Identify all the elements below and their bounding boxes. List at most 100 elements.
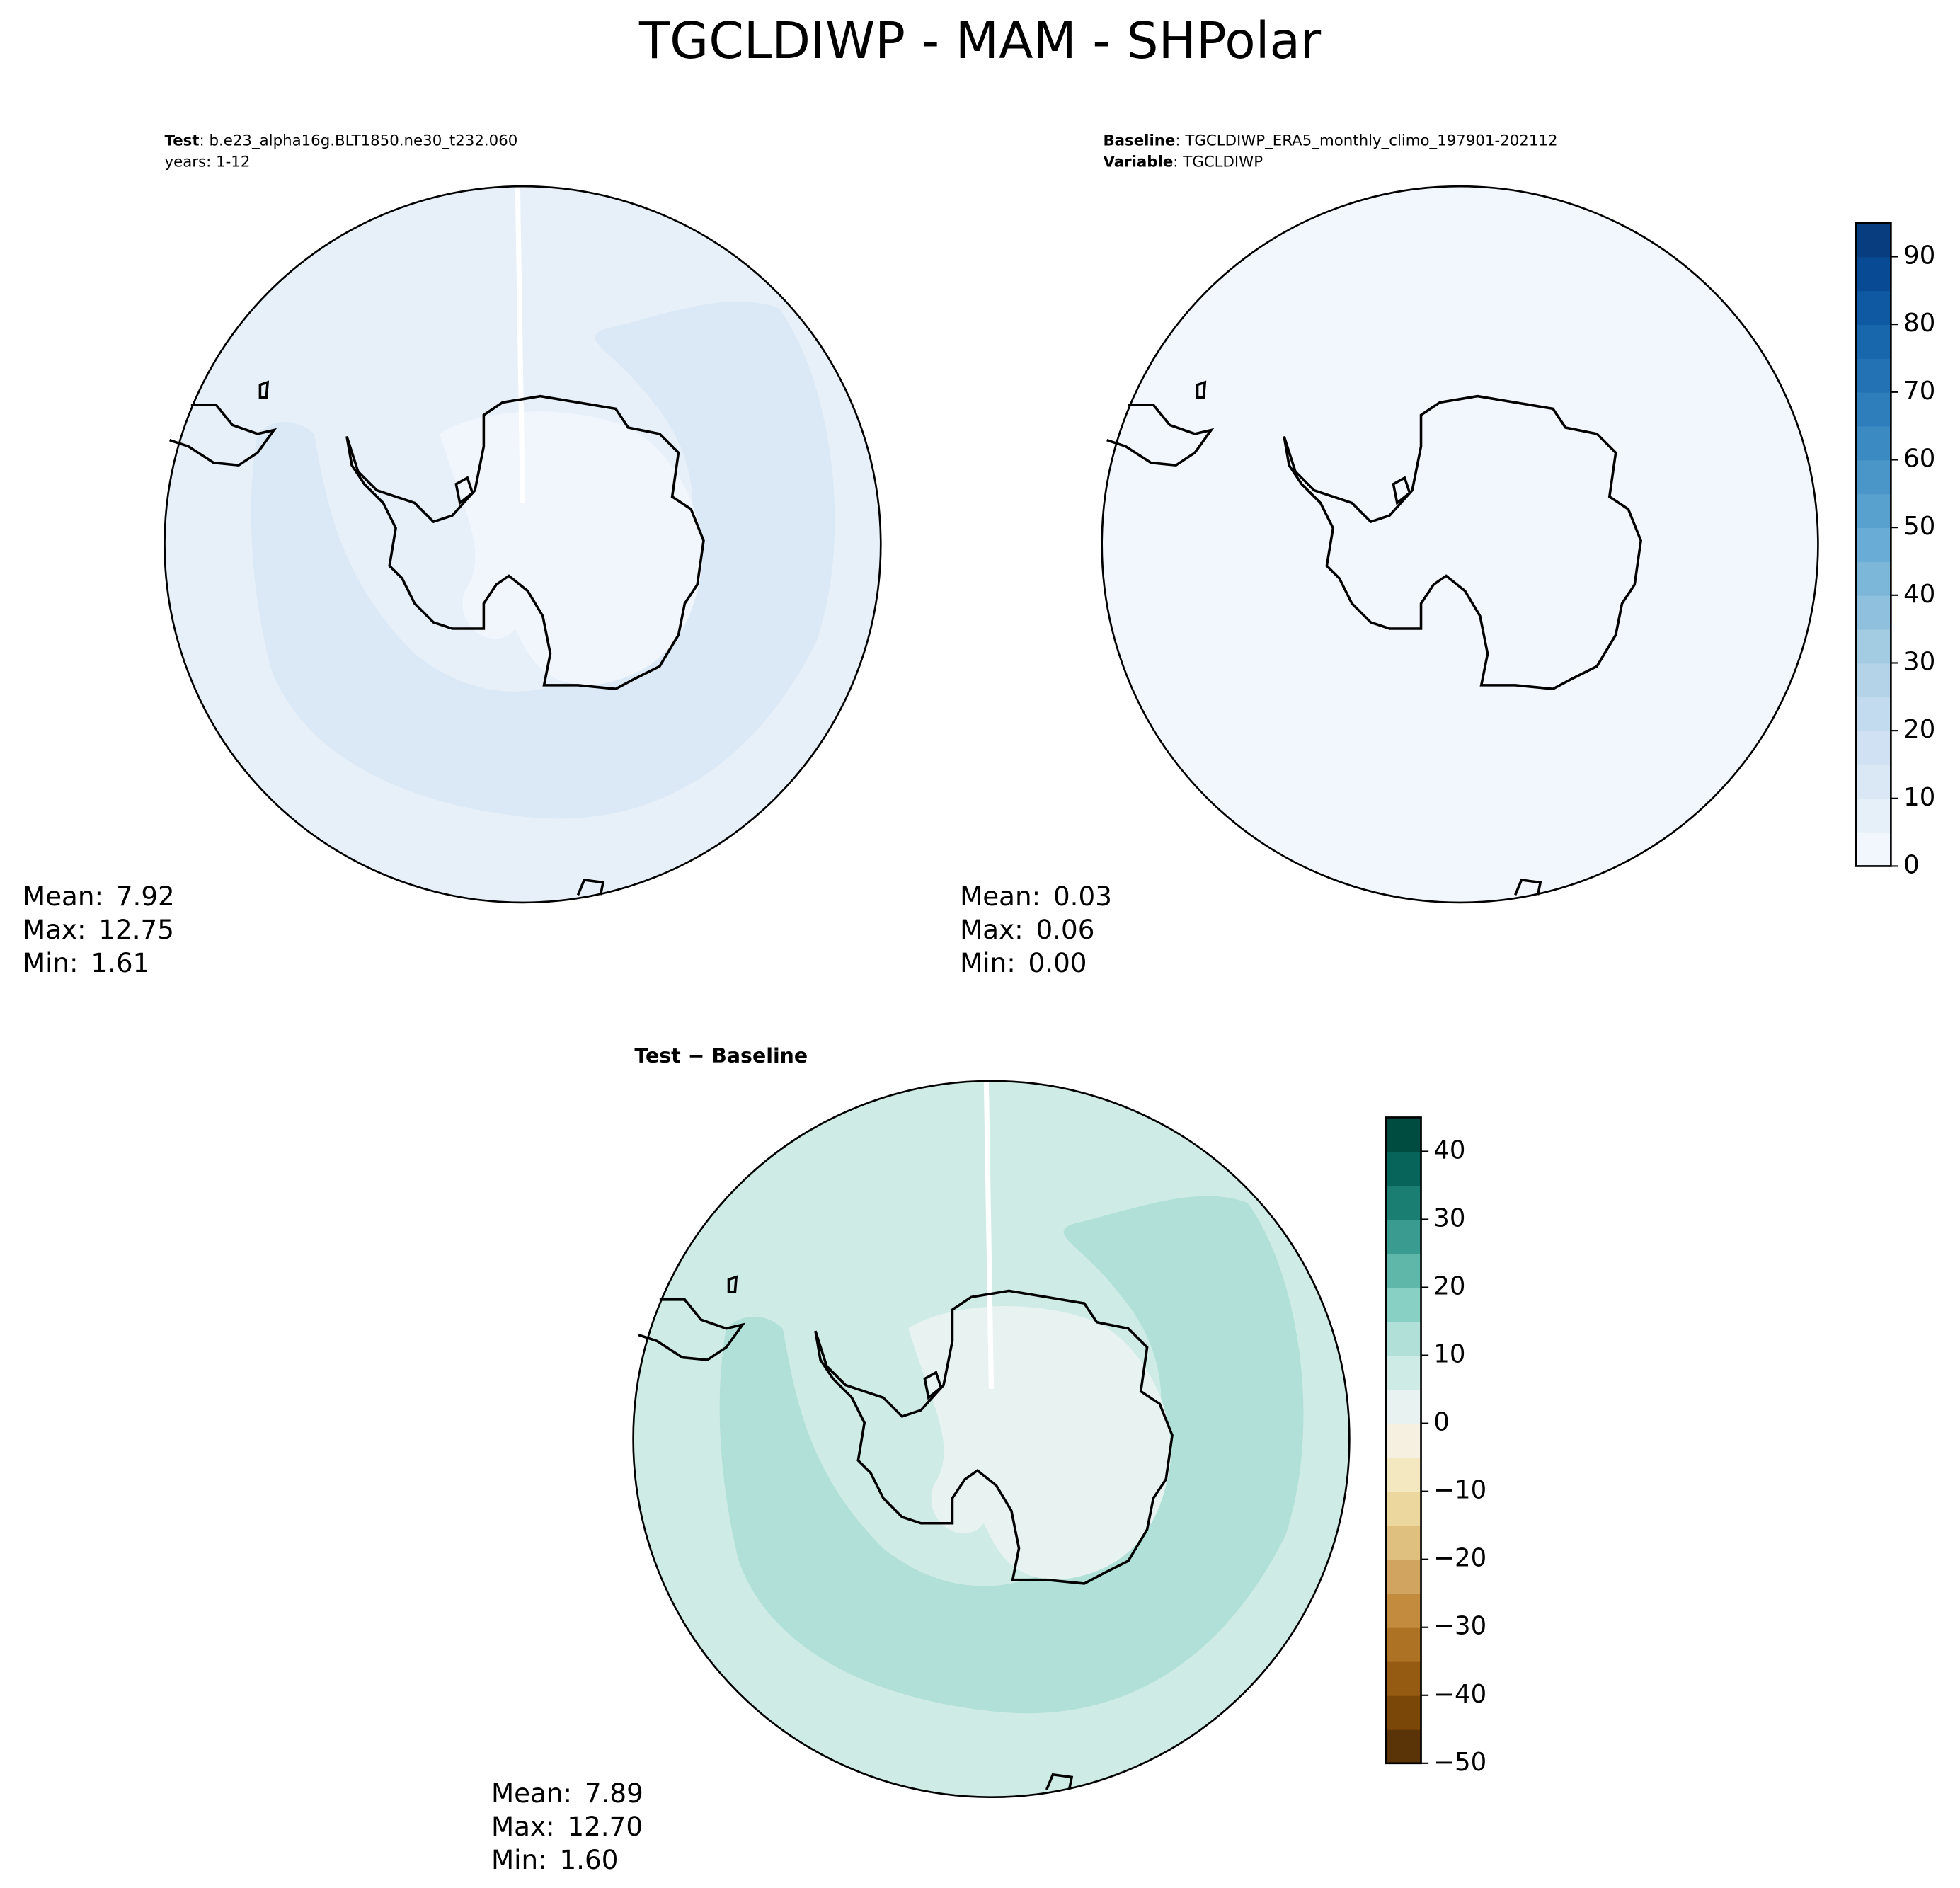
stat: Mean: 7.89 [491, 1778, 643, 1809]
stat: Mean: 7.92 [23, 880, 175, 911]
stat: Min: 0.00 [960, 946, 1087, 978]
colorbar-frame [1385, 1116, 1422, 1765]
colorbar-band [1855, 832, 1891, 867]
stat-value: 12.75 [98, 913, 174, 944]
stat-value: 7.89 [585, 1778, 643, 1809]
stat-label: Max: [491, 1811, 555, 1842]
stat-value: 0.06 [1036, 913, 1094, 944]
colorbar-band [1855, 425, 1891, 461]
stat-value: 0.00 [1028, 946, 1087, 978]
header-label: Baseline [1103, 132, 1175, 149]
colorbar-band [1385, 1729, 1421, 1764]
colorbar-band [1385, 1219, 1421, 1254]
colorbar-tick-label: 40 [1433, 1135, 1465, 1165]
colorbar-band [1385, 1695, 1421, 1730]
colorbar-band [1385, 1321, 1421, 1356]
stat-label: Max: [23, 913, 86, 944]
colorbar-tick-label: −50 [1433, 1748, 1486, 1777]
colorbar-band [1855, 595, 1891, 630]
panel-header: years: 1-12 [165, 153, 251, 171]
colorbar-band [1855, 222, 1891, 258]
figure-title: TGCLDIWP - MAM - SHPolar [638, 11, 1322, 70]
colorbar-band [1855, 324, 1891, 359]
header-label: Test [165, 132, 200, 149]
colorbar-tick-label: −40 [1433, 1680, 1486, 1709]
map-baseline [1101, 185, 1819, 904]
colorbar-band [1385, 1287, 1421, 1322]
colorbar-tick-label: 30 [1433, 1204, 1465, 1233]
colorbar-tick-label: 0 [1903, 850, 1920, 879]
header-label: Variable [1103, 153, 1173, 171]
colorbar-band [1855, 798, 1891, 833]
map-test [164, 185, 882, 904]
colorbar-band [1855, 663, 1891, 698]
colorbar-tick-label: 60 [1903, 444, 1935, 473]
colorbar-band [1855, 391, 1891, 427]
stat: Min: 1.61 [23, 946, 149, 978]
colorbar-tick-label: 10 [1433, 1340, 1465, 1369]
colorbar-tick-label: 20 [1433, 1272, 1465, 1301]
stat: Max: 12.70 [491, 1811, 643, 1842]
colorbar-tick-label: −30 [1433, 1612, 1486, 1641]
colorbar-band [1855, 256, 1891, 292]
colorbar-tick-label: 80 [1903, 309, 1935, 338]
panel-header: Baseline: TGCLDIWP_ERA5_monthly_climo_19… [1103, 132, 1557, 149]
stat-label: Min: [960, 946, 1016, 978]
colorbar-tick-label: 70 [1903, 377, 1935, 406]
stat: Mean: 0.03 [960, 880, 1112, 911]
colorbar-tick-label: 30 [1903, 647, 1935, 676]
colorbar-band [1385, 1253, 1421, 1288]
stat-label: Max: [960, 913, 1024, 944]
stat: Max: 12.75 [23, 913, 174, 944]
colorbar-tick-label: 0 [1433, 1408, 1450, 1437]
colorbar-band [1855, 290, 1891, 326]
colorbar-band [1855, 764, 1891, 799]
colorbar-band [1385, 1491, 1421, 1526]
stat-label: Min: [491, 1844, 547, 1875]
colorbar-band [1855, 731, 1891, 765]
stat-label: Mean: [23, 880, 103, 911]
stat-value: 1.60 [559, 1844, 618, 1875]
panel-header: Test: b.e23_alpha16g.BLT1850.ne30_t232.0… [165, 132, 518, 149]
colorbar-tick-label: 90 [1903, 241, 1935, 270]
colorbar-band [1385, 1525, 1421, 1560]
map-difference [632, 1080, 1351, 1799]
colorbar-band [1855, 697, 1891, 732]
header-text: : b.e23_alpha16g.BLT1850.ne30_t232.060 [200, 132, 518, 149]
panel-header: Variable: TGCLDIWP [1103, 153, 1263, 171]
colorbar-band [1385, 1423, 1421, 1458]
colorbar-tick-label: −10 [1433, 1476, 1486, 1505]
title-text: − Baseline [681, 1044, 808, 1068]
header-text: : TGCLDIWP_ERA5_monthly_climo_197901-202… [1175, 132, 1557, 149]
colorbar-band [1385, 1457, 1421, 1492]
stat-label: Mean: [960, 880, 1041, 911]
colorbar-band [1385, 1389, 1421, 1424]
stat-value: 7.92 [116, 880, 175, 911]
colorbar-band [1385, 1117, 1421, 1152]
colorbar-band [1385, 1627, 1421, 1662]
colorbar-band [1385, 1185, 1421, 1220]
stat-value: 0.03 [1053, 880, 1112, 911]
colorbar-band [1855, 561, 1891, 596]
colorbar-band [1385, 1593, 1421, 1628]
title-label: Test [634, 1044, 680, 1068]
colorbar-band [1385, 1355, 1421, 1390]
stat-label: Mean: [491, 1778, 572, 1809]
stat: Max: 0.06 [960, 913, 1094, 944]
colorbar-tick-label: 40 [1903, 580, 1935, 609]
colorbar-band [1855, 527, 1891, 562]
colorbar-band [1385, 1559, 1421, 1594]
colorbar-band [1385, 1151, 1421, 1186]
colorbar-band [1855, 493, 1891, 529]
stat-value: 12.70 [567, 1811, 643, 1842]
stat-label: Min: [23, 946, 79, 978]
header-text: years: 1-12 [165, 153, 251, 171]
stat-value: 1.61 [91, 946, 149, 978]
colorbar-tick-label: 20 [1903, 715, 1935, 744]
colorbar-tick-label: 50 [1903, 512, 1935, 541]
colorbar-band [1855, 629, 1891, 664]
colorbar-frame [1855, 222, 1892, 867]
header-text: : TGCLDIWP [1173, 153, 1263, 171]
